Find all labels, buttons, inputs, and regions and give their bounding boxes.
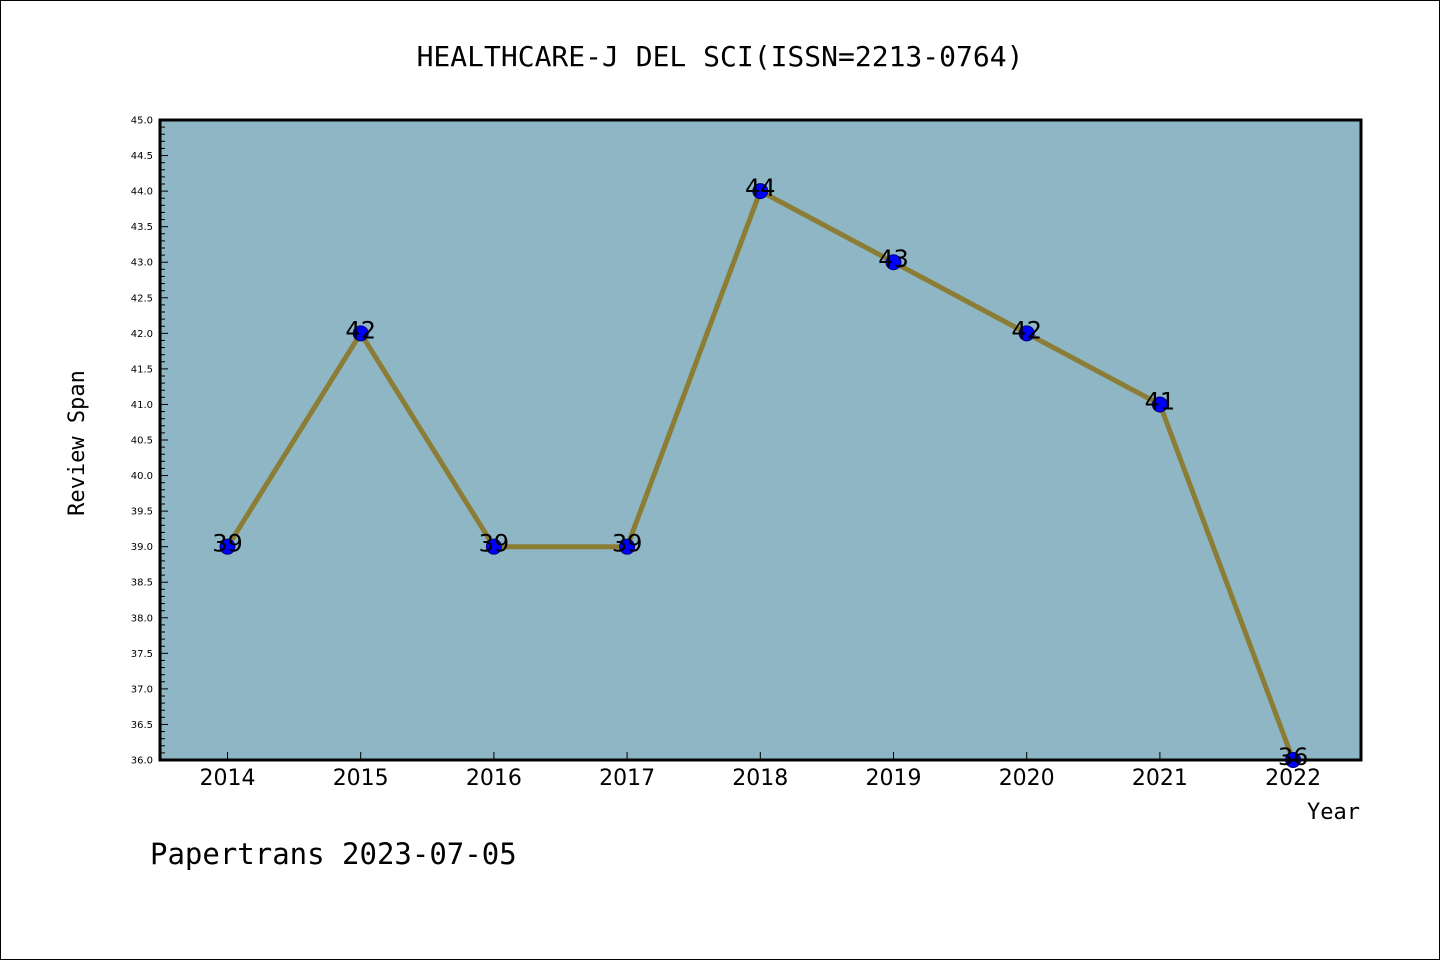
y-tick-label: 36.5	[131, 720, 153, 731]
data-label: 42	[345, 316, 376, 344]
data-point	[1151, 396, 1168, 413]
data-point	[1018, 325, 1035, 342]
y-tick-label: 40.5	[131, 436, 153, 447]
y-tick-label: 42.0	[131, 329, 153, 340]
y-tick-label: 40.0	[131, 471, 153, 482]
y-tick-label: 41.0	[131, 400, 153, 411]
data-label: 43	[878, 245, 909, 273]
x-tick-label: 2015	[333, 766, 389, 791]
footer-text: Papertrans 2023-07-05	[150, 837, 517, 871]
y-tick-label: 39.5	[131, 507, 153, 518]
plot-area	[160, 120, 1361, 760]
data-label: 39	[612, 530, 643, 558]
x-tick-label: 2018	[732, 766, 788, 791]
y-tick-label: 43.0	[131, 258, 153, 269]
data-label: 36	[1278, 743, 1309, 771]
y-tick-label: 38.0	[131, 613, 153, 624]
y-tick-label: 39.0	[131, 542, 153, 553]
y-tick-label: 45.0	[131, 116, 153, 127]
y-tick-label: 42.5	[131, 293, 153, 304]
data-point	[752, 183, 769, 200]
x-tick-label: 2022	[1265, 766, 1321, 791]
y-tick-label: 41.5	[131, 364, 153, 375]
data-labels: 39 42 39 39 44 43 42 41 36	[212, 174, 1308, 771]
y-tick-label: 44.0	[131, 187, 153, 198]
y-tick-label: 43.5	[131, 222, 153, 233]
x-tick-label: 2019	[866, 766, 922, 791]
y-tick-label: 44.5	[131, 151, 153, 162]
chart-title: HEALTHCARE-J DEL SCI(ISSN=2213-0764)	[417, 40, 1024, 73]
x-tick-label: 2016	[466, 766, 522, 791]
data-point	[219, 538, 236, 555]
data-point	[485, 538, 502, 555]
x-tick-label: 2017	[599, 766, 655, 791]
data-point	[619, 538, 636, 555]
y-tick-label: 36.0	[131, 756, 153, 767]
y-tick-label: 37.5	[131, 649, 153, 660]
data-series	[219, 183, 1302, 768]
plot-frame	[158, 118, 1363, 762]
y-tick-label: 37.0	[131, 684, 153, 695]
data-label: 44	[745, 174, 776, 202]
data-label: 39	[479, 530, 510, 558]
data-point	[352, 325, 369, 342]
data-label: 41	[1145, 387, 1176, 415]
x-tick-label: 2014	[200, 766, 256, 791]
data-point	[885, 254, 902, 271]
data-label: 39	[212, 530, 243, 558]
x-tick-label: 2020	[999, 766, 1055, 791]
x-tick-label: 2021	[1132, 766, 1188, 791]
x-axis: 2014 2015 2016 2017 2018 2019 2020 2021 2022	[200, 752, 1321, 791]
y-axis-label: Review Span	[65, 370, 90, 516]
data-label: 42	[1011, 316, 1042, 344]
y-tick-label: 38.5	[131, 578, 153, 589]
x-axis-label: Year	[1307, 800, 1360, 825]
y-axis: 36.0 36.5 37.0 37.5 38.0 38.5 39.0 39.5 40.0 40.5…	[131, 116, 168, 767]
